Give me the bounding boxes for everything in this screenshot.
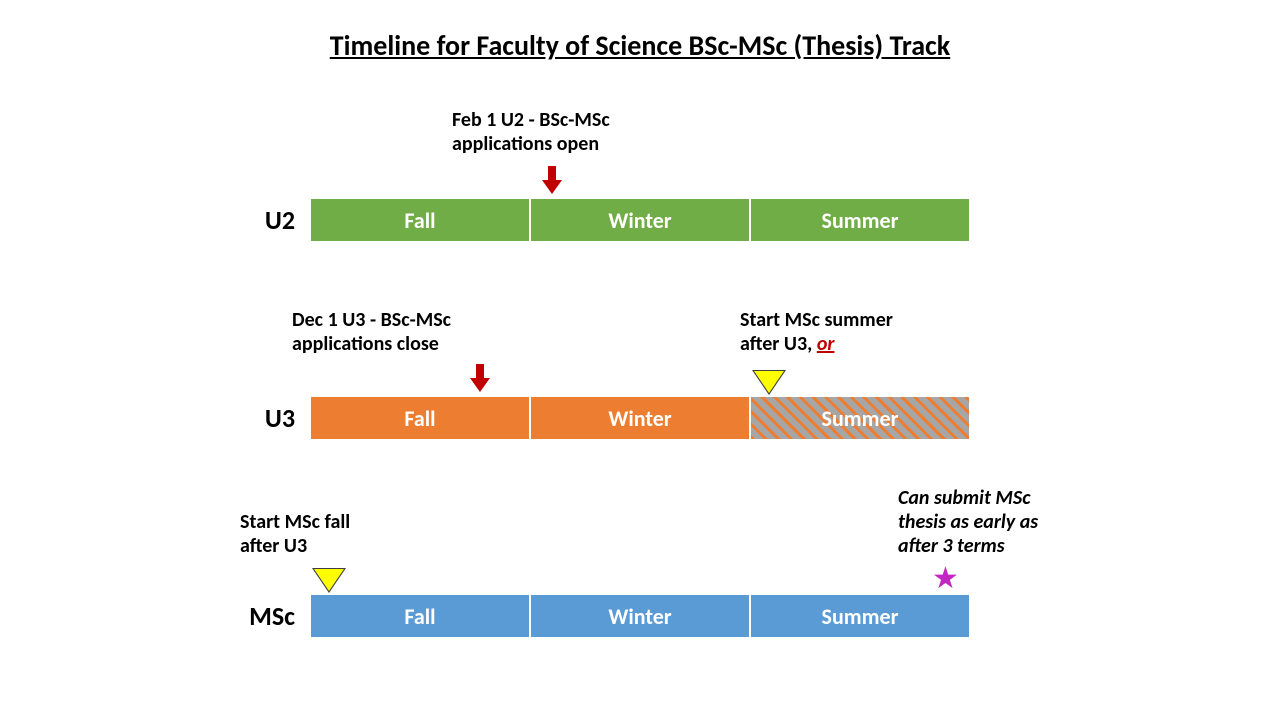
cell-u2-fall: Fall <box>310 198 530 242</box>
cell-u2-winter: Winter <box>530 198 750 242</box>
row-label-msc: MSc <box>200 600 295 632</box>
annot-submit-thesis: Can submit MSc thesis as early as after … <box>898 486 1038 558</box>
cell-msc-summer: Summer <box>750 594 970 638</box>
arrow-down-icon <box>542 166 562 196</box>
cell-u3-summer: Summer <box>750 396 970 440</box>
track-u3: Fall Winter Summer <box>310 396 970 440</box>
annot-text: after U3 <box>240 534 307 558</box>
annot-apps-close: Dec 1 U3 - BSc-MSc applications close <box>292 308 451 356</box>
annot-text: Dec 1 U3 - BSc-MSc <box>292 308 451 332</box>
annot-text: Start MSc summer <box>740 308 893 332</box>
annot-text: after U3, <box>740 332 817 356</box>
annot-start-summer: Start MSc summer after U3, or <box>740 308 893 356</box>
row-label-u3: U3 <box>215 402 295 434</box>
annot-text: Can submit MSc <box>898 486 1030 510</box>
cell-u3-winter: Winter <box>530 396 750 440</box>
annot-text: applications open <box>452 132 599 156</box>
cell-u3-fall: Fall <box>310 396 530 440</box>
annot-text: Feb 1 U2 - BSc-MSc <box>452 108 610 132</box>
triangle-down-icon <box>754 371 784 393</box>
annot-text-em: or <box>817 332 835 356</box>
track-msc: Fall Winter Summer <box>310 594 970 638</box>
page-title: Timeline for Faculty of Science BSc-MSc … <box>0 28 1280 63</box>
track-u2: Fall Winter Summer <box>310 198 970 242</box>
cell-u2-summer: Summer <box>750 198 970 242</box>
annot-text: Start MSc fall <box>240 510 350 534</box>
cell-msc-fall: Fall <box>310 594 530 638</box>
annot-text: applications close <box>292 332 439 356</box>
cell-msc-winter: Winter <box>530 594 750 638</box>
row-label-u2: U2 <box>215 204 295 236</box>
star-icon: ★ <box>932 564 959 594</box>
arrow-down-icon <box>470 364 490 394</box>
triangle-down-icon <box>314 569 344 591</box>
annot-apps-open: Feb 1 U2 - BSc-MSc applications open <box>452 108 610 156</box>
annot-text: thesis as early as <box>898 510 1038 534</box>
annot-text: after 3 terms <box>898 534 1005 558</box>
annot-start-fall: Start MSc fall after U3 <box>240 510 350 558</box>
